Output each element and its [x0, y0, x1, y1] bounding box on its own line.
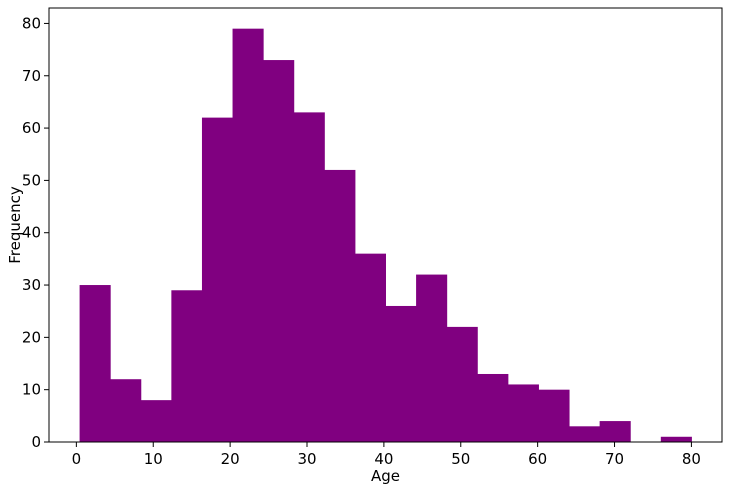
y-tick-label: 40	[22, 224, 41, 242]
histogram-bar	[324, 169, 356, 442]
x-tick-label: 10	[144, 450, 163, 468]
y-tick-label: 20	[22, 328, 41, 346]
x-tick-label: 60	[528, 450, 547, 468]
histogram-bar	[477, 373, 509, 442]
y-tick-label: 30	[22, 276, 41, 294]
y-tick-label: 50	[22, 171, 41, 189]
y-tick-label: 60	[22, 119, 41, 137]
histogram-bar	[201, 117, 234, 442]
histogram-bar	[538, 389, 570, 442]
histogram-bar	[140, 400, 172, 442]
plot-frame	[48, 7, 723, 443]
x-tick-label: 0	[72, 450, 82, 468]
histogram-bar	[385, 305, 417, 442]
y-tick-label: 70	[22, 67, 41, 85]
histogram-bar	[293, 112, 325, 442]
histogram-bar	[569, 426, 601, 442]
histogram-bar	[110, 379, 142, 442]
x-tick-label: 20	[221, 450, 240, 468]
histogram-bar	[660, 436, 692, 442]
histogram-bar	[599, 421, 631, 442]
histogram-bar	[232, 28, 264, 443]
x-tick-label: 50	[451, 450, 470, 468]
histogram-bar	[446, 326, 478, 442]
x-axis-label: Age	[371, 467, 400, 485]
histogram-bar	[354, 253, 386, 442]
x-tick-label: 30	[297, 450, 316, 468]
x-axis-ticks: 0 10 20 30 40 50 60 70 80	[72, 442, 701, 468]
y-tick-label: 10	[22, 381, 41, 399]
y-tick-label: 0	[31, 433, 41, 451]
y-tick-label: 80	[22, 14, 41, 32]
histogram-bar	[79, 285, 111, 442]
y-axis-ticks: 0 10 20 30 40 50 60 70 80	[22, 14, 49, 451]
histogram-bar	[171, 290, 203, 442]
histogram-bar	[263, 60, 295, 442]
histogram-bar	[507, 384, 539, 442]
bars-group	[79, 28, 692, 443]
x-tick-label: 40	[374, 450, 393, 468]
x-tick-label: 80	[682, 450, 701, 468]
y-axis-label: Frequency	[6, 186, 24, 264]
histogram-bar	[416, 274, 448, 442]
x-tick-label: 70	[605, 450, 624, 468]
